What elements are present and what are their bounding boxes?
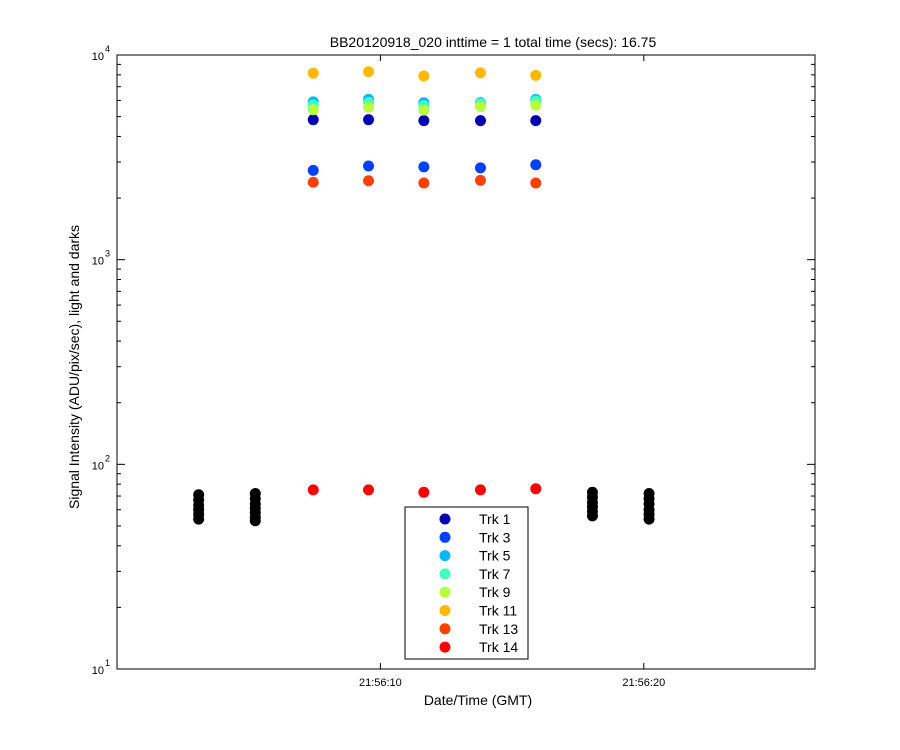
legend: Trk 1 Trk 3 Trk 5 Trk 7 Trk 9 Trk 11 Trk 13 Trk… (404, 506, 529, 660)
legend-label: Trk 13 (479, 621, 518, 637)
y-tick-label-base: 10 (92, 256, 104, 268)
data-point (307, 104, 319, 116)
legend-box (404, 506, 529, 660)
legend-marker (439, 568, 451, 580)
data-point (530, 483, 542, 495)
y-tick-label-base: 10 (92, 51, 104, 63)
data-point (418, 161, 430, 173)
legend-marker (439, 605, 451, 616)
x-axis-label: Date/Time (GMT) (424, 692, 532, 708)
data-point (363, 101, 375, 113)
data-point (418, 486, 430, 498)
legend-marker (439, 641, 451, 653)
legend-marker (439, 531, 451, 543)
data-point (418, 115, 430, 127)
data-point (474, 67, 486, 79)
data-point (418, 104, 430, 116)
data-point (307, 484, 319, 496)
y-tick-label-base: 10 (92, 460, 104, 472)
y-axis-label: Signal Intensity (ADU/pix/sec), light an… (66, 225, 82, 509)
legend-label: Trk 1 (479, 511, 511, 527)
data-point (530, 115, 542, 127)
dark-point (193, 513, 205, 525)
x-tick-label: 21:56:10 (359, 677, 402, 689)
chart-title: BB20120918_020 inttime = 1 total time (s… (330, 34, 657, 50)
data-point (474, 162, 486, 174)
data-point (307, 164, 319, 176)
dark-point (643, 513, 655, 525)
data-point (474, 484, 486, 496)
dark-point (249, 515, 261, 527)
data-point (418, 177, 430, 189)
data-point (418, 70, 430, 82)
legend-label: Trk 3 (479, 529, 511, 545)
data-point (363, 175, 375, 187)
data-point (307, 114, 319, 126)
data-point (363, 160, 375, 172)
data-point (530, 159, 542, 171)
y-tick-label-exponent: 2 (105, 453, 110, 463)
data-point (474, 174, 486, 186)
legend-marker (439, 513, 451, 525)
x-tick-label: 21:56:20 (622, 677, 665, 689)
y-tick-label-exponent: 3 (105, 249, 110, 259)
y-tick-label-exponent: 1 (105, 658, 110, 668)
y-tick-label-base: 10 (92, 665, 104, 677)
dark-point (586, 510, 598, 522)
legend-marker (439, 623, 451, 635)
data-point (530, 69, 542, 81)
data-point (474, 115, 486, 127)
data-point (474, 101, 486, 113)
data-point (363, 484, 375, 496)
data-point (363, 66, 375, 78)
data-point (530, 99, 542, 111)
legend-label: Trk 11 (479, 603, 517, 619)
y-tick-label-exponent: 4 (105, 44, 110, 54)
legend-label: Trk 14 (479, 639, 518, 655)
data-points (193, 66, 655, 527)
legend-marker (439, 550, 451, 562)
legend-label: Trk 5 (479, 548, 511, 564)
legend-label: Trk 7 (479, 566, 511, 582)
data-point (307, 176, 319, 188)
legend-label: Trk 9 (479, 584, 511, 600)
data-point (307, 67, 319, 79)
data-point (363, 114, 375, 126)
legend-marker (439, 586, 451, 598)
data-point (530, 177, 542, 189)
